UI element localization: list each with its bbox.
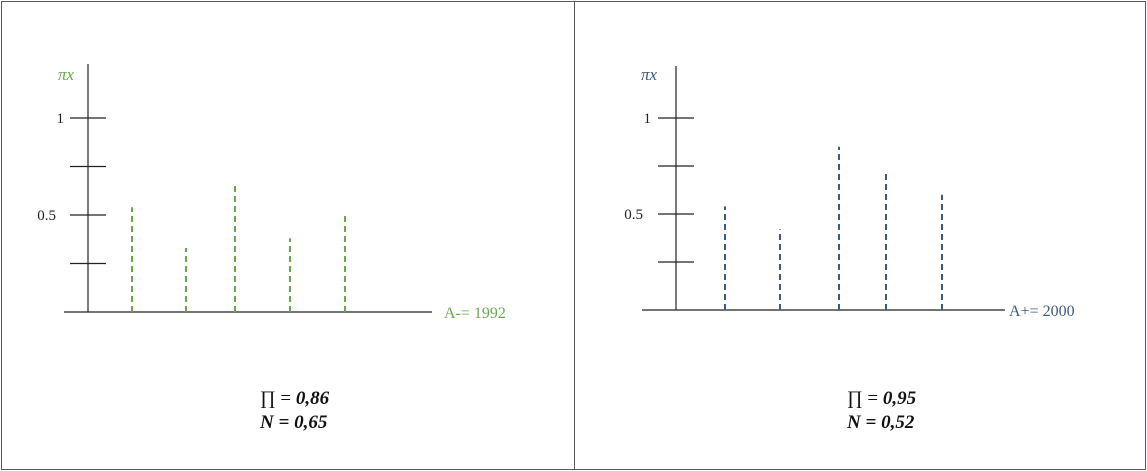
- right-pi-value: 0,95: [883, 388, 916, 409]
- right-y-tick-label: 0.5: [624, 207, 643, 223]
- left-panel: 0.5 1 πx A-= 1992 ∏ = 0,86 N = 0,65: [2, 2, 575, 469]
- right-n-value: 0,52: [881, 412, 914, 433]
- left-n-value: 0,65: [294, 412, 327, 433]
- left-pi-stat: ∏ = 0,86: [260, 387, 329, 411]
- right-panel: 0.5 1 πx A+= 2000 ∏ = 0,95 N = 0,52: [575, 2, 1145, 469]
- left-pi-value: 0,86: [296, 388, 329, 409]
- right-pi-stat: ∏ = 0,95: [847, 387, 916, 411]
- right-y-tick-label: 1: [644, 111, 652, 127]
- left-n-symbol: N =: [260, 412, 289, 433]
- left-stats: ∏ = 0,86 N = 0,65: [260, 387, 329, 435]
- left-x-axis-label: A-= 1992: [444, 305, 506, 322]
- left-y-tick-label: 0.5: [37, 208, 56, 224]
- right-y-axis-label: πx: [641, 65, 658, 84]
- left-y-tick-label: 1: [57, 111, 65, 127]
- left-pi-symbol: ∏ =: [260, 388, 291, 409]
- right-x-axis-label: A+= 2000: [1009, 303, 1075, 320]
- right-n-symbol: N =: [847, 412, 876, 433]
- left-n-stat: N = 0,65: [260, 411, 329, 435]
- right-pi-symbol: ∏ =: [847, 388, 878, 409]
- right-n-stat: N = 0,52: [847, 411, 916, 435]
- right-stats: ∏ = 0,95 N = 0,52: [847, 387, 916, 435]
- left-y-axis-label: πx: [58, 65, 75, 84]
